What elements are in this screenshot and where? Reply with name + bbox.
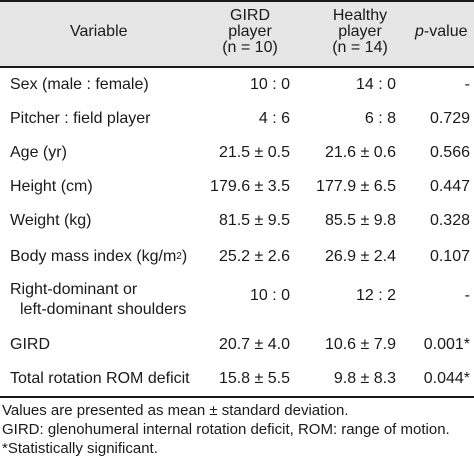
footnote-abbreviations: GIRD: glenohumeral internal rotation def…: [2, 421, 450, 438]
cell-gird: 25.2 ± 2.6: [218, 247, 290, 265]
header-gird-line1: GIRD: [230, 7, 270, 24]
cell-healthy: 21.6 ± 0.6: [324, 143, 396, 161]
cell-healthy: 6 : 8: [364, 109, 396, 127]
table-row-height: Height (cm) 179.6 ± 3.5 177.9 ± 6.5 0.44…: [0, 170, 474, 203]
header-gird-player: GIRD player (n = 10): [195, 8, 305, 56]
table-row-bmi: Body mass index (kg/m 2) 25.2 ± 2.6 26.9 …: [0, 240, 474, 273]
header-gird-line3: (n = 10): [222, 39, 278, 56]
header-gird-line2: player: [228, 23, 272, 40]
cell-gird: 21.5 ± 0.5: [218, 143, 290, 161]
header-healthy-line2: player: [338, 23, 382, 40]
header-p-italic: p: [415, 23, 424, 40]
cell-p-value: 0.107: [429, 247, 470, 265]
cell-p-value: -: [464, 287, 470, 304]
cell-p-value: 0.566: [429, 143, 470, 161]
cell-p-value: 0.328: [429, 211, 470, 229]
cell-gird: 20.7 ± 4.0: [218, 335, 290, 353]
table-row-sex: Sex (male : female) 10 : 0 14 : 0 -: [0, 68, 474, 101]
header-healthy-line3: (n = 14): [332, 39, 388, 56]
header-p-rest: -value: [423, 23, 468, 40]
cell-healthy: 12 : 2: [355, 287, 396, 304]
table-row-dominant-shoulder: Right-dominant or left-dominant shoulder…: [0, 274, 474, 326]
cell-healthy: 9.8 ± 8.3: [333, 369, 396, 387]
cell-variable: Age (yr): [10, 143, 67, 161]
cell-variable: Right-dominant or left-dominant shoulder…: [10, 274, 230, 332]
cell-variable: Pitcher : field player: [10, 109, 151, 127]
table-row-position: Pitcher : field player 4 : 6 6 : 8 0.729: [0, 102, 474, 135]
cell-gird: 10 : 0: [249, 287, 290, 304]
footnote-values: Values are presented as mean ± standard …: [2, 402, 349, 419]
header-rule: [0, 66, 474, 68]
header-p-value: p-value: [415, 24, 474, 40]
cell-healthy: 14 : 0: [355, 75, 396, 93]
cell-gird: 81.5 ± 9.5: [218, 211, 290, 229]
cell-gird: 4 : 6: [258, 109, 290, 127]
bmi-label: Body mass index (kg/m: [10, 247, 177, 265]
cell-variable: Sex (male : female): [10, 75, 149, 93]
header-healthy-line1: Healthy: [332, 7, 388, 24]
cell-healthy: 177.9 ± 6.5: [316, 177, 396, 195]
cell-gird: 179.6 ± 3.5: [210, 177, 290, 195]
cell-p-value: 0.001*: [423, 335, 470, 353]
table-row-weight: Weight (kg) 81.5 ± 9.5 85.5 ± 9.8 0.328: [0, 204, 474, 237]
bmi-label-end: ): [181, 247, 188, 265]
table-row-gird: GIRD 20.7 ± 4.0 10.6 ± 7.9 0.001*: [0, 328, 474, 361]
cell-healthy: 26.9 ± 2.4: [324, 247, 396, 265]
cell-variable: Body mass index (kg/m 2): [10, 247, 188, 265]
cell-healthy: 85.5 ± 9.8: [324, 211, 396, 229]
cell-gird: 10 : 0: [249, 75, 290, 93]
cell-p-value: 0.729: [429, 109, 470, 127]
top-rule: [0, 0, 474, 2]
cell-p-value: 0.447: [429, 177, 470, 195]
cell-gird: 15.8 ± 5.5: [218, 369, 290, 387]
table-row-age: Age (yr) 21.5 ± 0.5 21.6 ± 0.6 0.566: [0, 136, 474, 169]
cell-p-value: 0.044*: [423, 369, 470, 387]
header-healthy-player: Healthy player (n = 14): [305, 8, 415, 56]
cell-variable: Total rotation ROM deficit: [10, 369, 190, 387]
cell-p-value: -: [464, 75, 470, 93]
cell-variable: Height (cm): [10, 177, 93, 195]
table-row-rom-deficit: Total rotation ROM deficit 15.8 ± 5.5 9.…: [0, 362, 474, 395]
cell-variable: Weight (kg): [10, 211, 92, 229]
footnote-significance: *Statistically significant.: [2, 440, 158, 457]
dominant-line2: left-dominant shoulders: [20, 301, 187, 318]
bottom-rule: [0, 396, 474, 398]
dominant-line1: Right-dominant or: [10, 281, 138, 298]
header-variable: Variable: [70, 23, 128, 40]
table-header-band: [0, 0, 474, 66]
cell-healthy: 10.6 ± 7.9: [324, 335, 396, 353]
cell-variable: GIRD: [10, 335, 50, 353]
